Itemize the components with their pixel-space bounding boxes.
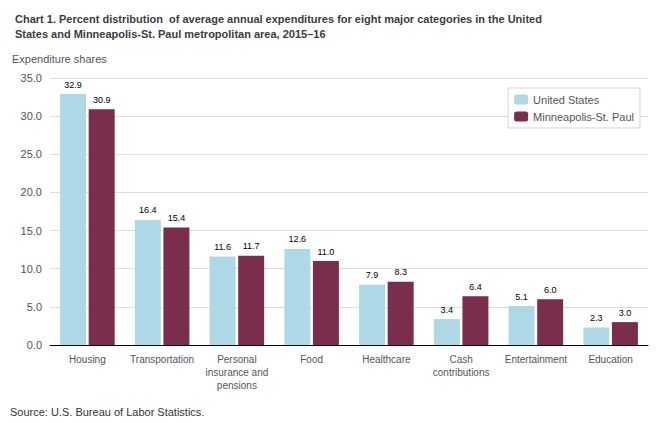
svg-text:25.0: 25.0 — [21, 148, 42, 160]
svg-text:6.0: 6.0 — [544, 285, 557, 295]
svg-text:Chart 1. Percent distribution: Chart 1. Percent distribution of average… — [15, 13, 542, 25]
svg-text:Expenditure shares: Expenditure shares — [12, 53, 107, 65]
svg-text:11.7: 11.7 — [243, 241, 260, 251]
svg-text:Entertainment: Entertainment — [505, 354, 567, 365]
svg-text:Cash: Cash — [449, 354, 472, 365]
svg-text:32.9: 32.9 — [64, 80, 82, 90]
svg-text:States and Minneapolis-St. Pau: States and Minneapolis-St. Paul metropol… — [15, 28, 326, 40]
svg-text:30.9: 30.9 — [93, 95, 111, 105]
svg-text:Minneapolis-St. Paul: Minneapolis-St. Paul — [533, 111, 634, 123]
svg-text:16.4: 16.4 — [139, 205, 157, 215]
svg-text:20.0: 20.0 — [21, 186, 42, 198]
svg-text:11.6: 11.6 — [214, 242, 231, 252]
svg-text:Healthcare: Healthcare — [362, 354, 411, 365]
svg-text:Source: U.S. Bureau of Labor S: Source: U.S. Bureau of Labor Statistics. — [10, 406, 204, 418]
svg-text:15.4: 15.4 — [168, 213, 186, 223]
svg-text:contributions: contributions — [433, 367, 490, 378]
svg-text:7.9: 7.9 — [366, 270, 379, 280]
svg-text:5.1: 5.1 — [515, 292, 528, 302]
svg-text:pensions: pensions — [217, 380, 257, 391]
svg-text:8.3: 8.3 — [394, 267, 407, 277]
svg-text:Education: Education — [588, 354, 632, 365]
svg-text:11.0: 11.0 — [317, 247, 334, 257]
svg-text:6.4: 6.4 — [469, 282, 482, 292]
svg-text:Transportation: Transportation — [130, 354, 194, 365]
svg-text:15.0: 15.0 — [21, 225, 42, 237]
svg-text:Housing: Housing — [69, 354, 106, 365]
svg-text:insurance and: insurance and — [205, 367, 268, 378]
svg-text:2.3: 2.3 — [590, 313, 603, 323]
svg-text:5.0: 5.0 — [27, 301, 42, 313]
svg-text:10.0: 10.0 — [21, 263, 42, 275]
svg-text:30.0: 30.0 — [21, 110, 42, 122]
svg-text:Food: Food — [300, 354, 323, 365]
svg-text:Personal: Personal — [217, 354, 256, 365]
svg-text:12.6: 12.6 — [289, 234, 307, 244]
svg-text:3.4: 3.4 — [441, 305, 454, 315]
svg-text:0.0: 0.0 — [27, 339, 42, 351]
svg-text:United States: United States — [533, 94, 600, 106]
svg-text:35.0: 35.0 — [21, 72, 42, 84]
svg-text:3.0: 3.0 — [619, 308, 632, 318]
